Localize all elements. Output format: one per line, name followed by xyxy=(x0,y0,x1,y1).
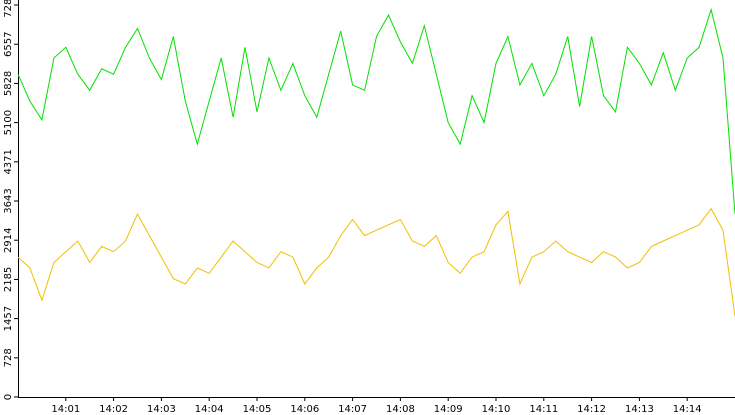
y-tick-label: 0 xyxy=(3,394,14,400)
y-tick-label: 2185 xyxy=(3,267,14,292)
x-tick-label: 14:08 xyxy=(386,404,415,415)
y-tick-label: 6557 xyxy=(3,31,14,56)
x-tick-label: 14:02 xyxy=(99,404,128,415)
x-tick-label: 14:12 xyxy=(577,404,606,415)
x-tick-label: 14:06 xyxy=(290,404,319,415)
x-tick-label: 14:09 xyxy=(434,404,463,415)
y-tick-label: 5100 xyxy=(3,110,14,135)
line-series xyxy=(17,207,735,317)
x-tick-label: 14:03 xyxy=(147,404,176,415)
y-tick-label: 2914 xyxy=(3,227,14,252)
y-tick-label: 4371 xyxy=(3,149,14,174)
x-tick-label: 14:14 xyxy=(673,404,702,415)
x-tick-label: 14:10 xyxy=(482,404,511,415)
y-tick-label: 7286 xyxy=(3,0,14,18)
x-tick-label: 14:04 xyxy=(195,404,224,415)
line-series xyxy=(17,7,735,215)
y-tick-label: 5828 xyxy=(3,71,14,96)
x-tick-label: 14:07 xyxy=(338,404,367,415)
x-tick-label: 14:05 xyxy=(243,404,272,415)
x-tick-label: 14:13 xyxy=(625,404,654,415)
x-tick-label: 14:01 xyxy=(51,404,80,415)
y-tick-label: 3643 xyxy=(3,188,14,213)
x-tick-label: 14:11 xyxy=(529,404,558,415)
y-tick-label: 728 xyxy=(3,348,14,367)
y-tick-label: 1457 xyxy=(3,306,14,331)
